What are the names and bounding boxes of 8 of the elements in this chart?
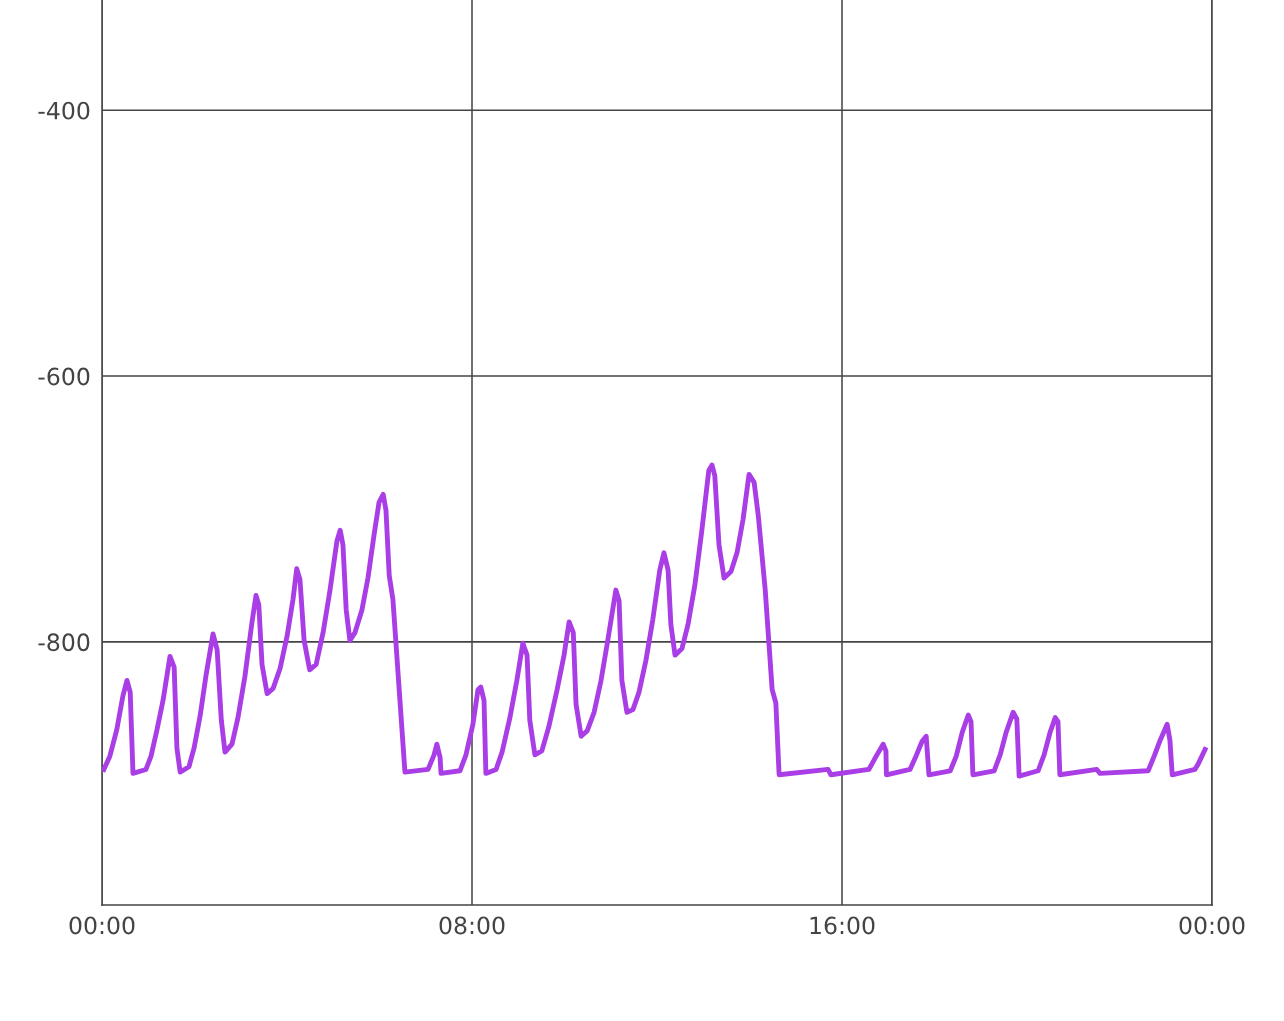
x-tick-label: 00:00 [69, 916, 135, 935]
y-tick-label: -800 [38, 633, 90, 652]
x-tick-label: 08:00 [439, 916, 505, 935]
y-tick-label: -400 [38, 101, 90, 120]
x-tick-label: 16:00 [810, 916, 875, 935]
x-tick-label: 00:00 [1179, 916, 1245, 935]
y-tick-label: -600 [38, 367, 90, 386]
line-series [102, 462, 1208, 779]
